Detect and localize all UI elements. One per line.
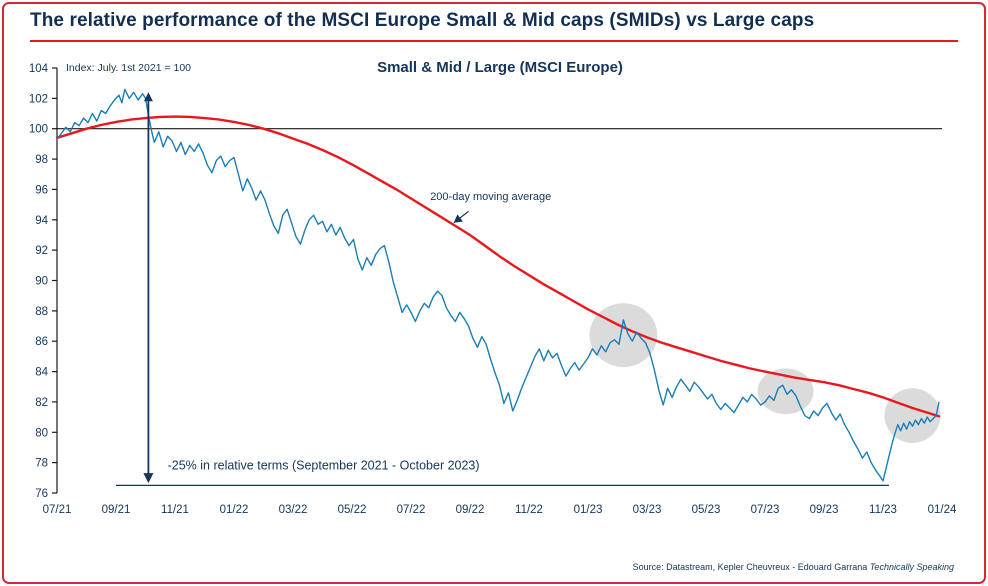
x-tick-label: 07/23: [751, 504, 780, 516]
x-tick-label: 11/22: [515, 504, 543, 516]
x-tick-label: 01/24: [928, 504, 957, 516]
ma-label: 200-day moving average: [430, 191, 551, 203]
drawdown-arrowhead-bottom: [143, 473, 154, 484]
index-note: Index: July. 1st 2021 = 100: [66, 62, 191, 74]
x-tick-label: 07/22: [397, 504, 426, 516]
x-tick-label: 07/21: [43, 504, 72, 516]
y-tick-label: 104: [29, 63, 49, 75]
highlight-ellipse: [884, 388, 941, 443]
y-tick-label: 88: [35, 306, 48, 318]
chart-title: Small & Mid / Large (MSCI Europe): [377, 59, 623, 76]
y-tick-label: 84: [35, 367, 48, 379]
chart-area: 76 78 80 82 84 86 88 90 92 94 96 98 100 102 104 07/21 09…: [0, 48, 988, 553]
highlight-ellipse: [589, 303, 658, 367]
y-tick-label: 94: [35, 215, 48, 227]
drawdown-label: -25% in relative terms (September 2021 -…: [168, 459, 480, 473]
moving-average-line: [55, 115, 941, 418]
relative-index-line: [56, 88, 940, 482]
source-note: Source: Datastream, Kepler Cheuvreux - E…: [633, 562, 954, 572]
x-tick-label: 09/22: [456, 504, 485, 516]
y-tick-label: 98: [35, 154, 48, 166]
x-tick-label: 11/21: [161, 504, 189, 516]
y-tick-label: 96: [35, 184, 48, 196]
title-underline: [30, 40, 958, 42]
x-tick-label: 05/23: [692, 504, 721, 516]
x-tick-label: 03/23: [633, 504, 662, 516]
y-tick-label: 100: [29, 124, 48, 136]
y-tick-label: 102: [29, 93, 48, 105]
y-tick-label: 86: [35, 336, 48, 348]
source-brand: Technically Speaking: [869, 562, 954, 572]
y-tick-label: 80: [35, 427, 48, 439]
x-tick-label: 01/23: [574, 504, 603, 516]
x-tick-label: 03/22: [279, 504, 308, 516]
y-tick-label: 82: [35, 397, 48, 409]
source-text: Source: Datastream, Kepler Cheuvreux - E…: [632, 562, 870, 572]
x-tick-label: 05/22: [338, 504, 367, 516]
x-tick-label: 09/21: [102, 504, 131, 516]
page-title: The relative performance of the MSCI Eur…: [30, 10, 815, 31]
y-tick-label: 90: [35, 276, 48, 288]
drawdown-arrowhead-top: [143, 92, 153, 102]
ma-arrowhead: [453, 214, 463, 223]
y-tick-label: 92: [35, 245, 48, 257]
y-tick-label: 76: [35, 488, 48, 500]
x-tick-label: 11/23: [869, 504, 897, 516]
chart-svg: 76 78 80 82 84 86 88 90 92 94 96 98 100 102 104 07/21 09…: [29, 59, 957, 516]
x-tick-label: 01/22: [220, 504, 249, 516]
y-tick-label: 78: [35, 458, 48, 470]
x-tick-label: 09/23: [810, 504, 839, 516]
